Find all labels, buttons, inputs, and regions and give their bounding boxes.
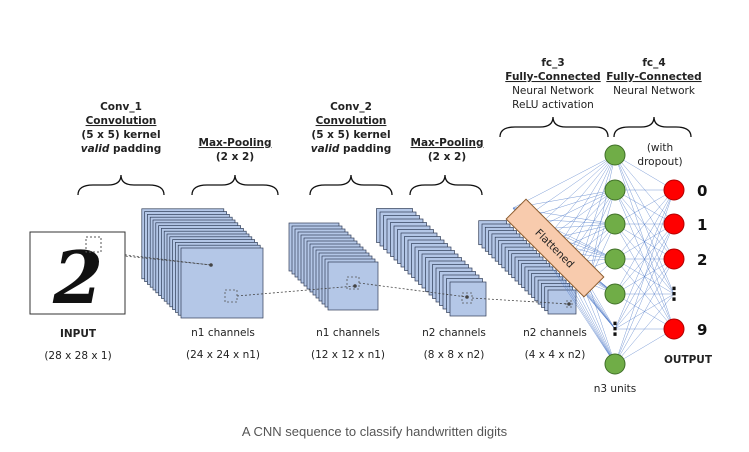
projection-line [471, 297, 570, 305]
figure-caption: A CNN sequence to classify handwritten d… [241, 424, 508, 439]
input-digit: 2 [52, 235, 103, 320]
hidden-units-label: n3 units [594, 383, 637, 395]
conv2-padding: valid padding [311, 143, 392, 155]
hidden-node [604, 248, 626, 270]
conv1-name: Conv_1 [100, 101, 142, 113]
connection-line [555, 154, 616, 251]
pool1-type: Max-Pooling [199, 137, 272, 149]
fc3-line2: ReLU activation [512, 99, 594, 111]
output-class-label: 1 [697, 216, 707, 234]
connection-line [587, 282, 616, 365]
connection-line [614, 189, 675, 225]
brace-fc3 [499, 116, 609, 138]
input-dims: (28 x 28 x 1) [44, 350, 111, 362]
projection-line [100, 251, 212, 266]
conv1-feature-maps [141, 208, 264, 319]
conv2-name: Conv_2 [330, 101, 372, 113]
pool2-feature-maps [478, 220, 577, 315]
pool1-feature-maps [288, 222, 379, 311]
connection-line [512, 154, 616, 209]
brace-pool1 [191, 174, 279, 196]
connection-line [614, 189, 675, 295]
output-node [663, 179, 685, 201]
connection-line [523, 154, 616, 219]
output-label: OUTPUT [664, 354, 713, 366]
pool1-dims: (12 x 12 x n1) [311, 349, 385, 361]
connection-line [587, 154, 616, 284]
brace-conv1 [77, 174, 165, 196]
output-class-label: 9 [697, 321, 707, 339]
connection-line [614, 189, 675, 260]
fc4-name: fc_4 [642, 57, 665, 69]
brace-pool2 [409, 174, 483, 196]
projection-point [209, 263, 213, 267]
connection-line [614, 258, 675, 365]
pool1-channels: n1 channels [316, 327, 380, 339]
fc4-dropout-line2: dropout) [637, 156, 682, 168]
connection-line [577, 154, 616, 273]
feature-map-layer [547, 289, 577, 315]
connection-line [566, 154, 616, 262]
input-image: 2 [29, 231, 126, 320]
feature-map-layer [180, 247, 264, 319]
receptive-field-box [85, 236, 102, 253]
projection-point [353, 284, 357, 288]
braces [77, 116, 692, 196]
connection-line [614, 293, 675, 365]
pool1-size: (2 x 2) [216, 151, 254, 163]
brace-fc4 [613, 116, 692, 138]
connection-line [614, 189, 675, 365]
hidden-ellipsis: ⋮ [606, 319, 624, 340]
projection-point [465, 295, 469, 299]
feature-map-layer [449, 281, 487, 317]
connection-line [614, 328, 675, 365]
conv2-type: Convolution [316, 115, 387, 127]
pool2-type: Max-Pooling [411, 137, 484, 149]
projection-point [567, 302, 571, 306]
pool2-size: (2 x 2) [428, 151, 466, 163]
connection-line [534, 154, 616, 230]
conv1-padding: valid padding [81, 143, 162, 155]
connection-line [544, 154, 616, 241]
conv2-channels: n2 channels [422, 327, 486, 339]
hidden-node [604, 144, 626, 166]
pool2-dims: (4 x 4 x n2) [525, 349, 586, 361]
hidden-node [604, 283, 626, 305]
hidden-node [604, 179, 626, 201]
fc3-type: Fully-Connected [505, 71, 600, 83]
conv1-dims: (24 x 24 x n1) [186, 349, 260, 361]
output-ellipsis: ⋮ [665, 284, 683, 305]
kernel-window [565, 300, 573, 308]
output-node [663, 213, 685, 235]
fc3-name: fc_3 [541, 57, 564, 69]
conv2-dims: (8 x 8 x n2) [424, 349, 485, 361]
connection-line [614, 154, 675, 225]
fc4-dropout-line1: (with [647, 142, 673, 154]
input-label: INPUT [60, 328, 97, 340]
fc4-type: Fully-Connected [606, 71, 701, 83]
conv1-channels: n1 channels [191, 327, 255, 339]
hidden-node [604, 353, 626, 375]
conv1-type: Convolution [86, 115, 157, 127]
brace-conv2 [309, 174, 393, 196]
conv2-kernel: (5 x 5) kernel [311, 129, 390, 141]
output-class-label: 0 [697, 182, 707, 200]
kernel-window [461, 292, 473, 304]
output-node [663, 248, 685, 270]
connection-line [614, 223, 675, 365]
output-node [663, 318, 685, 340]
connection-line [587, 282, 616, 330]
hidden-node [604, 213, 626, 235]
pool2-channels: n2 channels [523, 327, 587, 339]
output-class-label: 2 [697, 251, 707, 269]
cnn-diagram: ⋮012⋮9 2 Flattened Conv_1 Convolution (5… [29, 57, 713, 395]
connection-line [614, 154, 675, 191]
connection-line [614, 189, 675, 330]
conv1-kernel: (5 x 5) kernel [81, 129, 160, 141]
fc3-line1: Neural Network [512, 85, 595, 97]
conv2-feature-maps [376, 208, 487, 317]
fc4-line1: Neural Network [613, 85, 696, 97]
